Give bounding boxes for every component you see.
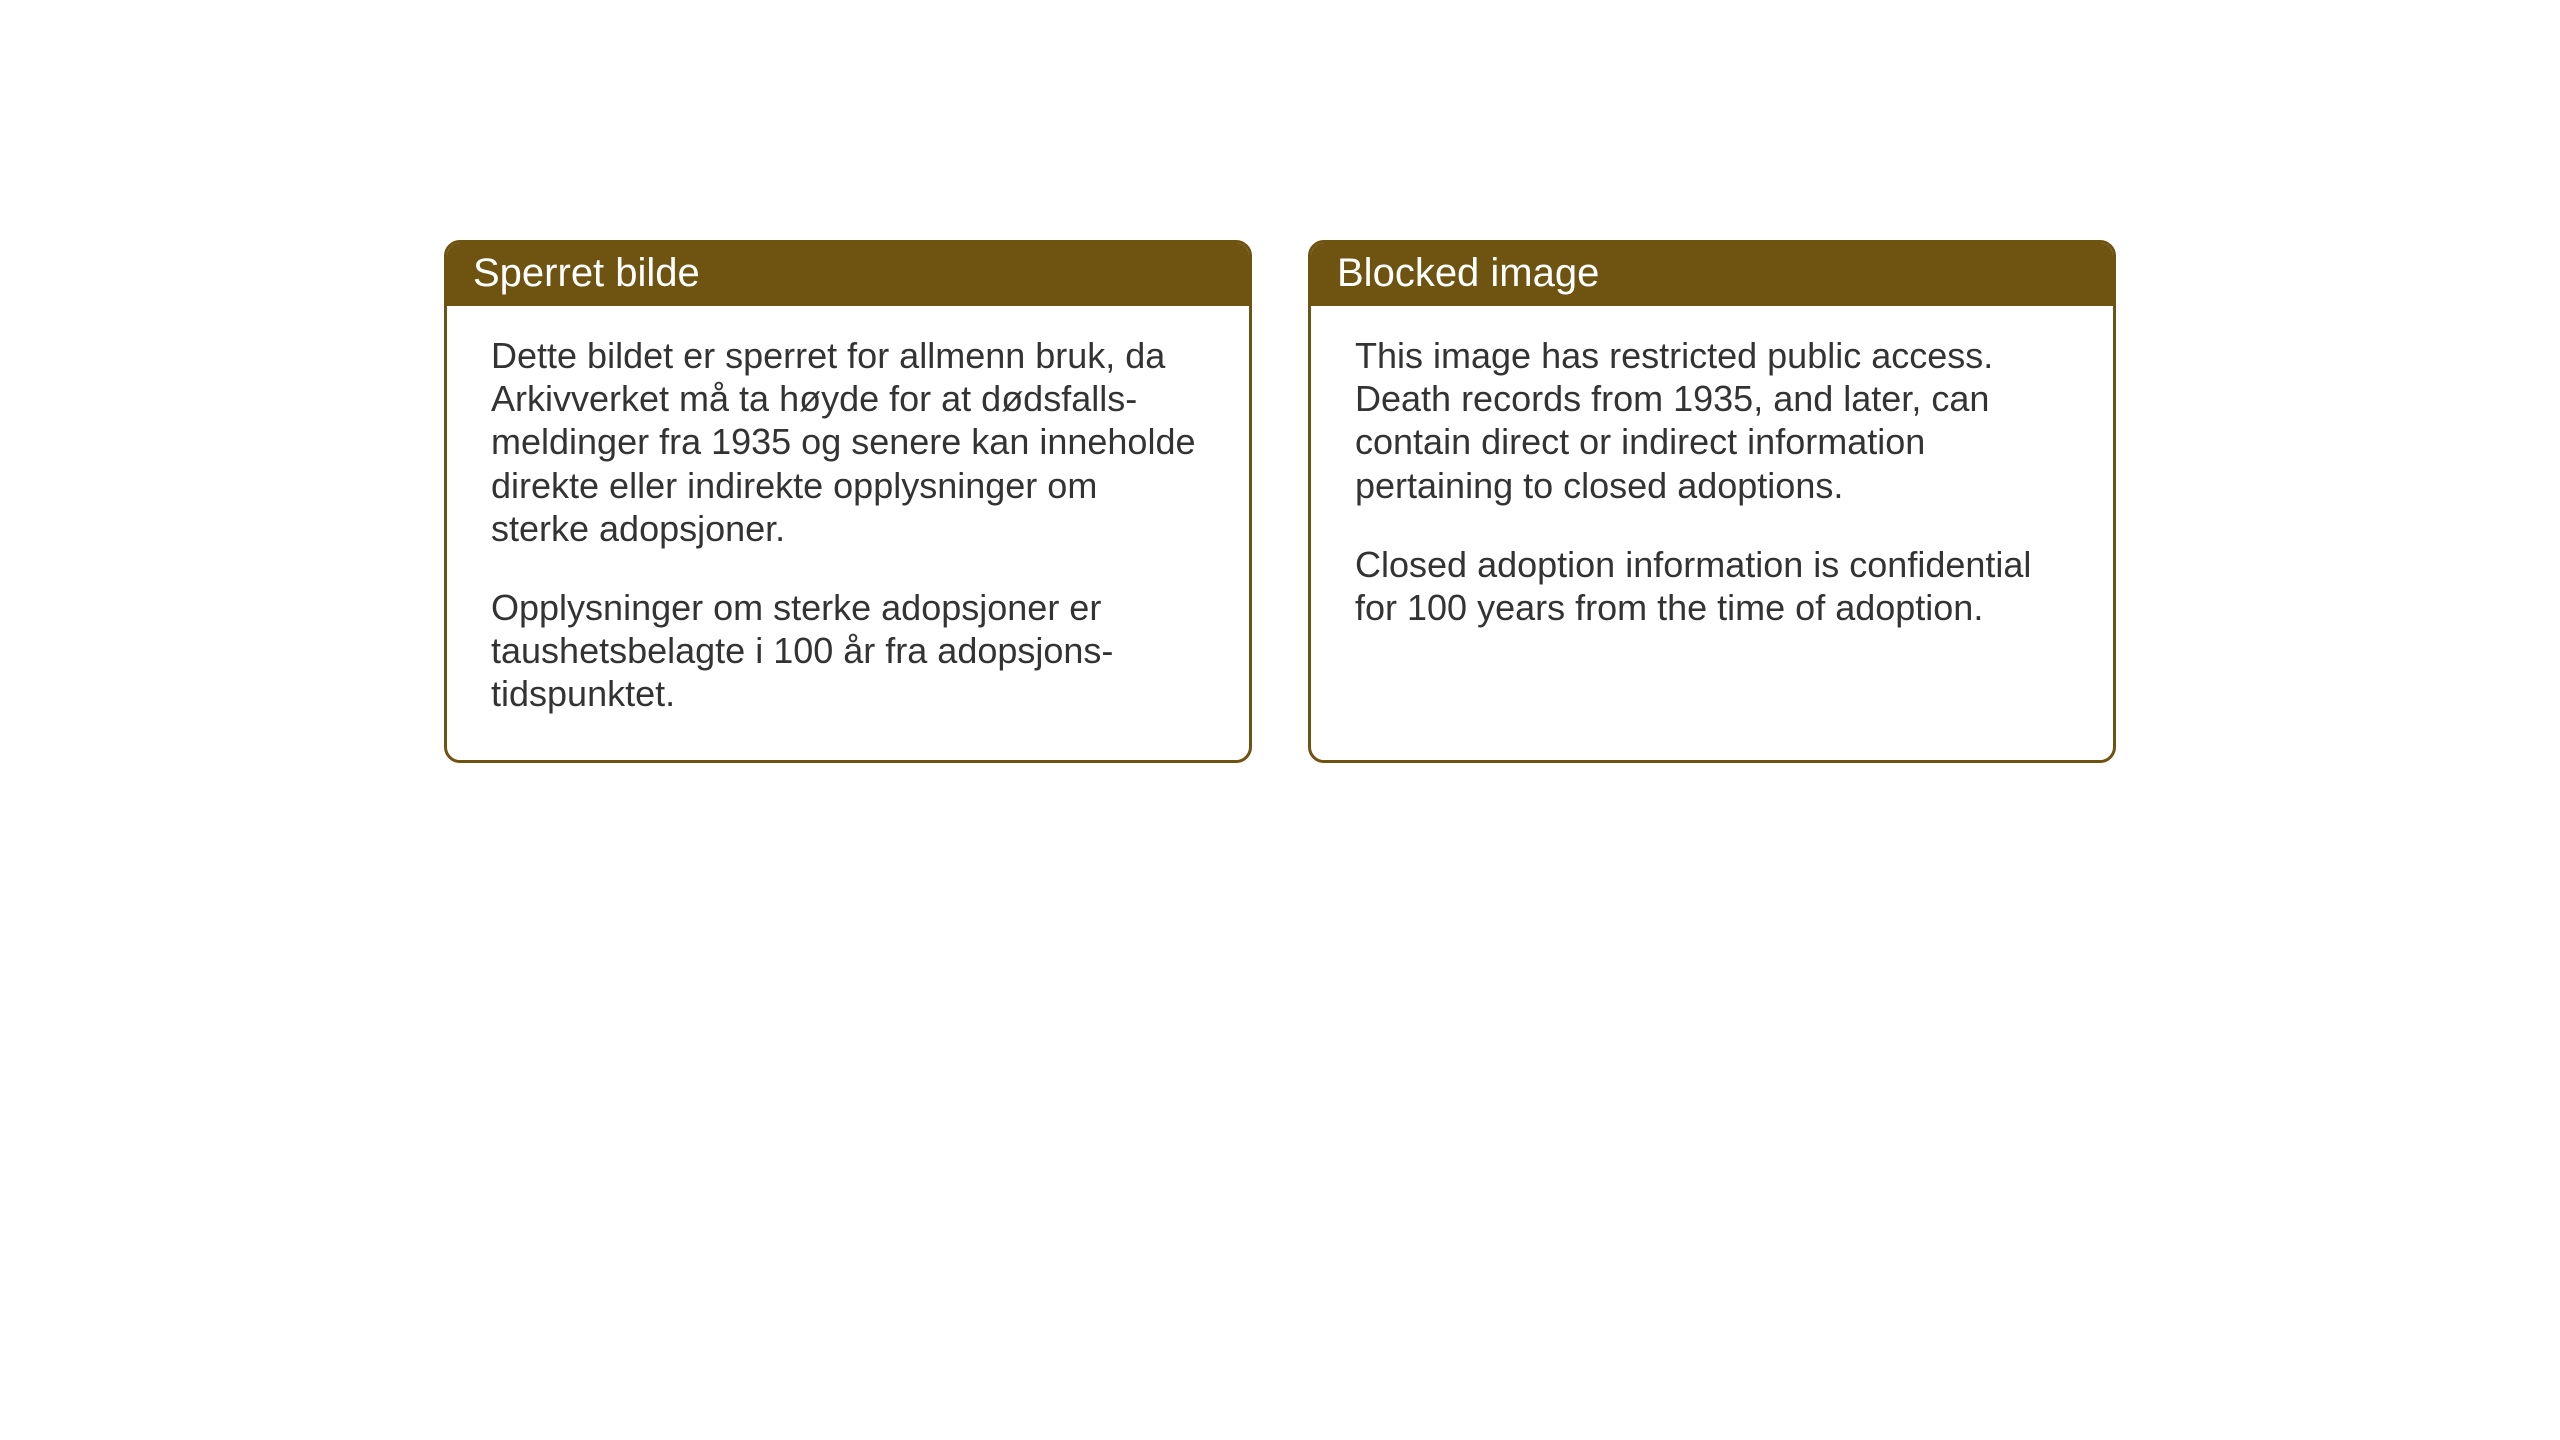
notice-body-english: This image has restricted public access.… — [1311, 306, 2113, 673]
notice-paragraph: This image has restricted public access.… — [1355, 334, 2069, 507]
notice-box-english: Blocked image This image has restricted … — [1308, 240, 2116, 763]
notice-container: Sperret bilde Dette bildet er sperret fo… — [444, 240, 2116, 763]
notice-paragraph: Closed adoption information is confident… — [1355, 543, 2069, 629]
notice-body-norwegian: Dette bildet er sperret for allmenn bruk… — [447, 306, 1249, 760]
notice-header-english: Blocked image — [1311, 243, 2113, 306]
notice-paragraph: Opplysninger om sterke adopsjoner er tau… — [491, 586, 1205, 716]
notice-header-norwegian: Sperret bilde — [447, 243, 1249, 306]
notice-paragraph: Dette bildet er sperret for allmenn bruk… — [491, 334, 1205, 550]
notice-box-norwegian: Sperret bilde Dette bildet er sperret fo… — [444, 240, 1252, 763]
